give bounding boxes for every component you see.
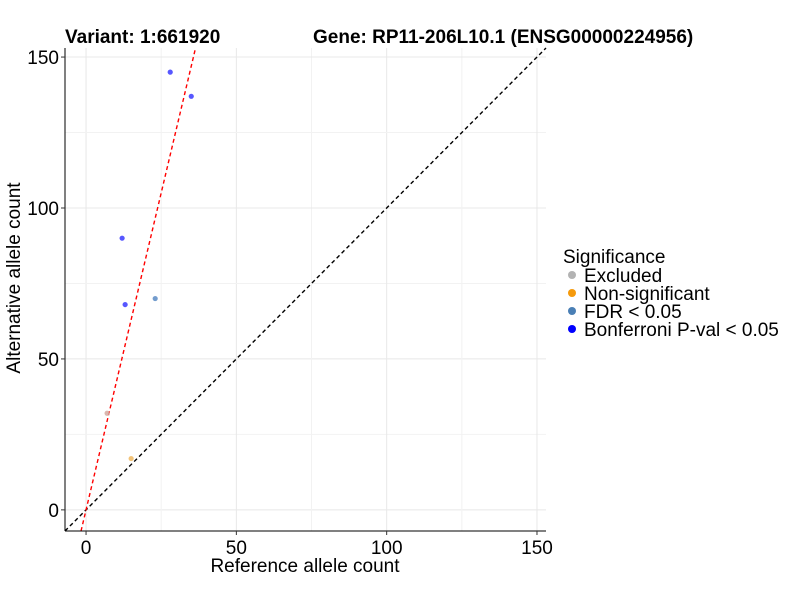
fit-line [80, 47, 197, 532]
legend-item-label: Excluded [584, 266, 662, 287]
legend-key [568, 307, 576, 315]
data-point [167, 69, 173, 75]
data-points [104, 69, 194, 462]
x-tick-label: 0 [81, 538, 92, 559]
x-tick-label: 100 [371, 538, 403, 559]
legend-key [568, 271, 576, 279]
legend-title: Significance [563, 247, 665, 268]
x-axis-label: Reference allele count [210, 556, 400, 577]
x-tick-label: 150 [521, 538, 553, 559]
data-point [152, 295, 158, 302]
axes [64, 48, 546, 532]
legend-key [568, 325, 576, 333]
x-axis-ticks: 0 50 100 150 [81, 531, 553, 559]
grid-lines [65, 48, 546, 531]
data-point [119, 235, 125, 241]
legend: Significance ExcludedNon-significantFDR … [563, 247, 779, 341]
title-gene: Gene: RP11-206L10.1 (ENSG00000224956) [313, 27, 693, 48]
legend-key [568, 289, 576, 297]
x-tick-label: 50 [226, 538, 247, 559]
y-tick-label: 50 [38, 350, 59, 371]
legend-item-label: Bonferroni P-val < 0.05 [584, 320, 779, 341]
data-point [122, 301, 128, 308]
reference-lines [64, 47, 547, 532]
legend-item-label: Non-significant [584, 284, 710, 305]
data-point [128, 455, 134, 462]
y-tick-label: 100 [27, 199, 59, 220]
y-axis-ticks: 0 50 100 150 [27, 48, 65, 522]
title-variant: Variant: 1:661920 [65, 27, 220, 48]
y-tick-label: 0 [48, 501, 59, 522]
data-point [104, 410, 110, 416]
y-axis-label: Alternative allele count [4, 182, 25, 374]
data-point [188, 93, 194, 99]
y-tick-label: 150 [27, 48, 59, 69]
legend-item-label: FDR < 0.05 [584, 302, 682, 323]
identity-line [64, 47, 547, 532]
